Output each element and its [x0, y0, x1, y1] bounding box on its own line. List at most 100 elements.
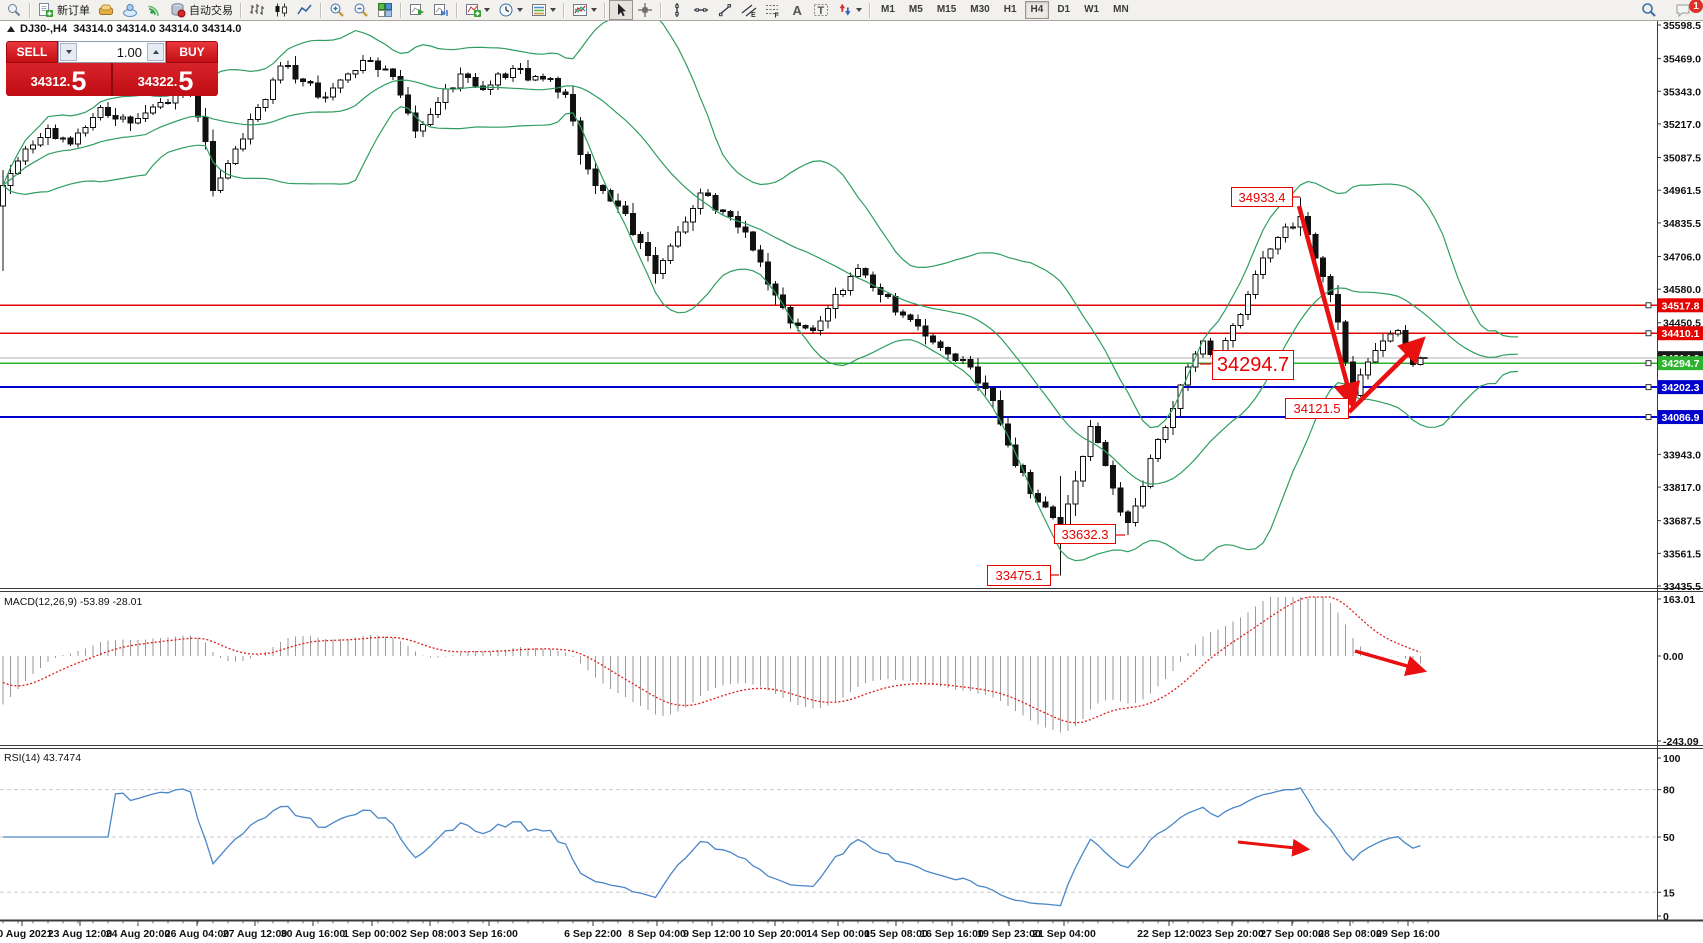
- timeframe-m1[interactable]: M1: [881, 4, 895, 15]
- bar-chart-icon: [250, 4, 264, 15]
- svg-text:A: A: [793, 3, 803, 18]
- bollinger-bands: [2, 21, 1519, 562]
- trend-arrow[interactable]: [1347, 336, 1426, 414]
- timeframe-w1[interactable]: W1: [1084, 4, 1100, 15]
- app-button[interactable]: [2, 0, 26, 20]
- favorites-icon: [99, 4, 113, 15]
- arrows-button[interactable]: [833, 0, 866, 20]
- panel-separators[interactable]: [0, 20, 1703, 922]
- new-chart-button[interactable]: [461, 0, 494, 20]
- buy-price[interactable]: 34322. 5: [113, 63, 218, 96]
- price-annotation[interactable]: 33632.3: [1054, 524, 1116, 544]
- text-button[interactable]: A: [785, 0, 809, 20]
- notification-badge[interactable]: 1: [1689, 0, 1703, 13]
- line-handle[interactable]: [1645, 384, 1652, 391]
- price-axis[interactable]: 35598.5 35469.0 35343.0 35217.0 35087.5 34961…: [1645, 20, 1703, 923]
- svg-text:80: 80: [1663, 785, 1675, 797]
- search-icon: [1642, 3, 1656, 17]
- svg-text:100: 100: [1663, 753, 1681, 765]
- trend-arrow[interactable]: [1296, 205, 1361, 410]
- price-annotation[interactable]: 34121.5: [1285, 398, 1349, 419]
- timeframe-mn[interactable]: MN: [1113, 4, 1129, 15]
- main-toolbar: 新订单 自动交易 E F A T M1 M5 M15 M30 H1 H4 D1 W1 MN 1: [0, 0, 1703, 21]
- trendline-button[interactable]: [713, 0, 737, 20]
- equidistant-channel-button[interactable]: E: [737, 0, 761, 20]
- svg-text:35469.0: 35469.0: [1663, 54, 1701, 66]
- periods-button[interactable]: [494, 0, 527, 20]
- chat-icon[interactable]: 1: [1671, 0, 1703, 20]
- svg-text:8 Sep 04:00: 8 Sep 04:00: [628, 928, 686, 940]
- timeframe-h1[interactable]: H1: [1003, 4, 1017, 15]
- price-annotation[interactable]: 34294.7: [1212, 350, 1294, 380]
- macd-histogram: [2, 597, 1421, 733]
- volume-stepper[interactable]: 1.00: [58, 41, 166, 63]
- toolbar-separator: [456, 2, 458, 18]
- svg-text:E: E: [751, 12, 756, 18]
- svg-text:-243.09: -243.09: [1663, 736, 1699, 748]
- chevron-down-icon: [856, 8, 862, 12]
- svg-text:163.01: 163.01: [1663, 594, 1695, 606]
- timeframe-m30[interactable]: M30: [970, 4, 990, 15]
- auto-scroll-button[interactable]: [405, 0, 429, 20]
- svg-text:50: 50: [1663, 832, 1675, 844]
- svg-text:35598.5: 35598.5: [1663, 20, 1701, 32]
- period-icon: [499, 3, 513, 17]
- horizontal-line-button[interactable]: [689, 0, 713, 20]
- tile-windows-button[interactable]: [373, 0, 397, 20]
- bar-chart-button[interactable]: [245, 0, 269, 20]
- templates-button[interactable]: [527, 0, 560, 20]
- timeframe-m15[interactable]: M15: [936, 4, 957, 15]
- line-handle[interactable]: [1645, 360, 1652, 367]
- volume-decrease-button[interactable]: [60, 43, 77, 61]
- market-watch-button[interactable]: [94, 0, 118, 20]
- indicators-button[interactable]: [568, 0, 601, 20]
- community-button[interactable]: [118, 0, 142, 20]
- svg-text:10 Sep 20:00: 10 Sep 20:00: [743, 928, 807, 940]
- line-handle[interactable]: [1645, 302, 1652, 309]
- app-icon: [8, 4, 21, 17]
- zoom-in-button[interactable]: [325, 0, 349, 20]
- price-annotation[interactable]: 34933.4: [1231, 187, 1293, 207]
- sell-price[interactable]: 34312. 5: [6, 63, 113, 96]
- sell-button[interactable]: SELL: [6, 41, 58, 63]
- trend-arrow[interactable]: [1354, 649, 1428, 677]
- zoom-out-button[interactable]: [349, 0, 373, 20]
- cursor-icon: [618, 3, 626, 17]
- signals-button[interactable]: [142, 0, 166, 20]
- svg-text:34294.7: 34294.7: [1662, 358, 1700, 370]
- new-order-button[interactable]: 新订单: [34, 0, 94, 20]
- svg-text:35343.0: 35343.0: [1663, 86, 1701, 98]
- line-chart-button[interactable]: [293, 0, 317, 20]
- candlestick-chart-button[interactable]: [269, 0, 293, 20]
- price-annotation[interactable]: 33475.1: [987, 565, 1051, 586]
- trend-arrow[interactable]: [1237, 838, 1311, 857]
- collapse-icon[interactable]: [7, 26, 15, 32]
- template-icon: [532, 4, 546, 16]
- volume-increase-button[interactable]: [147, 43, 164, 61]
- line-handle[interactable]: [1645, 330, 1652, 337]
- text-label-button[interactable]: T: [809, 0, 833, 20]
- timeframe-m5[interactable]: M5: [908, 4, 923, 15]
- fibonacci-button[interactable]: F: [761, 0, 785, 20]
- search-icon[interactable]: [1637, 0, 1661, 20]
- chart-shift-button[interactable]: [429, 0, 453, 20]
- crosshair-button[interactable]: [633, 0, 657, 20]
- buy-button[interactable]: BUY: [166, 41, 218, 63]
- volume-value[interactable]: 1.00: [116, 44, 142, 60]
- line-handle[interactable]: [1645, 414, 1652, 421]
- autotrading-button[interactable]: 自动交易: [166, 0, 237, 20]
- svg-text:34086.9: 34086.9: [1662, 412, 1700, 424]
- timeframe-h4[interactable]: H4: [1024, 1, 1050, 19]
- toolbar-separator: [563, 2, 565, 18]
- timeframe-d1[interactable]: D1: [1057, 4, 1071, 15]
- one-click-trading-panel: SELL 1.00 BUY 34312. 5 34322. 5: [6, 41, 218, 96]
- svg-text:34580.0: 34580.0: [1663, 284, 1701, 296]
- zoom-in-icon: [330, 3, 344, 17]
- cursor-button[interactable]: [609, 0, 633, 20]
- vertical-line-button[interactable]: [665, 0, 689, 20]
- svg-text:33561.5: 33561.5: [1663, 548, 1701, 560]
- zoom-out-icon: [354, 3, 368, 17]
